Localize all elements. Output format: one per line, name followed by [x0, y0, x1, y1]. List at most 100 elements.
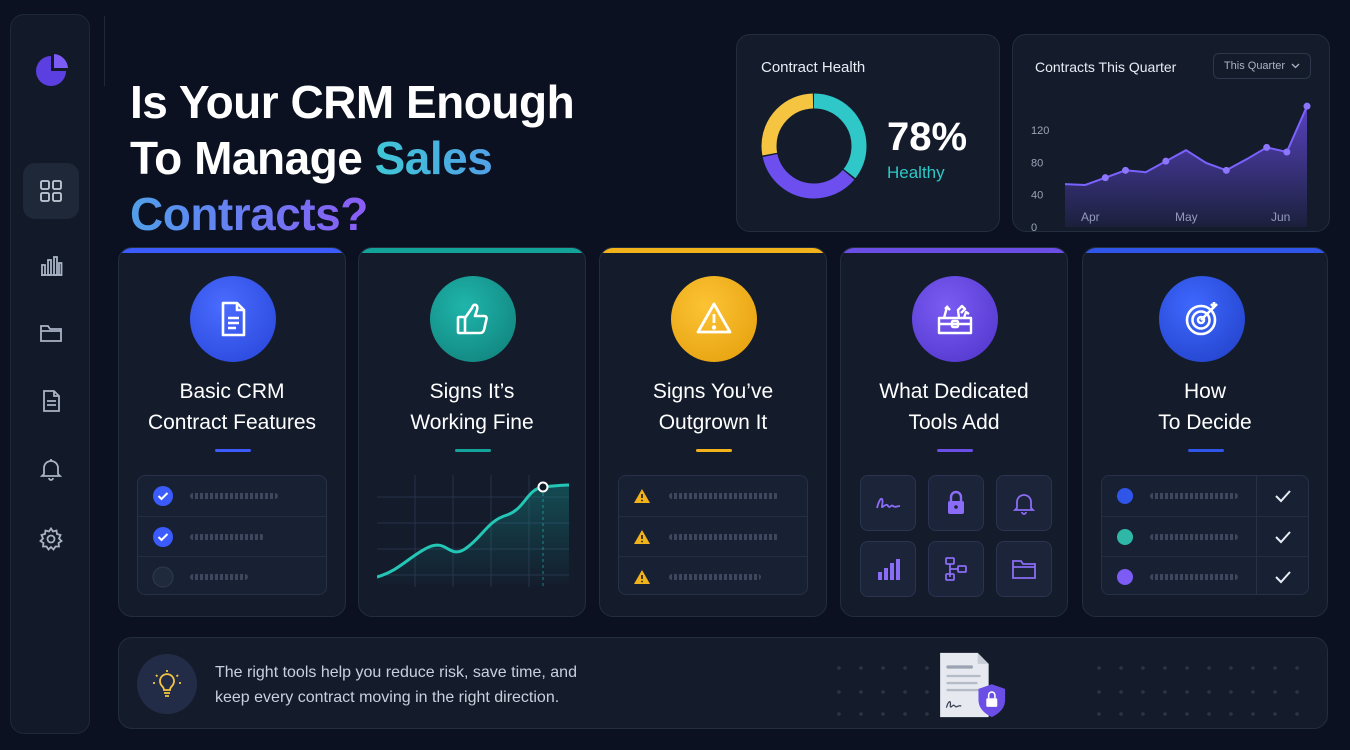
card-dedicated-tools[interactable]: What Dedicated Tools Add	[840, 247, 1068, 617]
card-underline	[1188, 449, 1224, 452]
page-headline: Is Your CRM Enough To Manage Sales Contr…	[130, 74, 730, 242]
contracts-quarter-panel: 12080400AprMayJun Contracts This Quarter…	[1012, 34, 1330, 233]
placeholder-line	[1150, 493, 1238, 499]
bar-chart-icon	[878, 559, 900, 580]
contract-health-panel: Contract Health 78% Healthy	[736, 34, 1000, 232]
gear-icon	[39, 526, 63, 551]
tool-tile-reports[interactable]	[860, 541, 916, 597]
card-icon-badge	[671, 276, 757, 362]
footer-line-2: keep every contract moving in the right …	[215, 689, 560, 706]
card-how-to-decide[interactable]: How To Decide	[1082, 247, 1328, 617]
document-icon	[43, 390, 60, 412]
folder-icon	[40, 325, 62, 342]
nav-notifications[interactable]	[23, 441, 79, 497]
card-title: Signs It’s Working Fine	[359, 376, 585, 438]
workflow-icon	[945, 557, 967, 581]
card-underline	[455, 449, 491, 452]
nav-settings[interactable]	[23, 511, 79, 567]
placeholder-line	[669, 493, 779, 499]
warning-list	[618, 475, 808, 595]
tool-tile-signature[interactable]	[860, 475, 916, 531]
data-point	[1263, 143, 1271, 151]
warning-triangle-icon	[634, 569, 650, 584]
dot-pattern-decoration	[837, 666, 1299, 716]
pie-chart-logo-icon	[36, 54, 68, 86]
list-item	[138, 516, 326, 556]
card-title: Signs You’ve Outgrown It	[600, 376, 826, 438]
area-fill	[1065, 106, 1307, 227]
feature-checklist	[137, 475, 327, 595]
sidebar	[10, 14, 90, 734]
card-underline	[696, 449, 732, 452]
donut-segment-2	[761, 93, 867, 199]
card-icon-badge	[190, 276, 276, 362]
contracts-area-chart: 12080400AprMayJun	[1031, 102, 1311, 233]
placeholder-line	[190, 573, 248, 580]
footer-banner: The right tools help you reduce risk, sa…	[118, 637, 1328, 729]
data-point	[1101, 174, 1109, 182]
card-title-line-1: Signs You’ve	[652, 380, 774, 403]
headline-highlight: Sales Contracts?	[130, 132, 493, 240]
list-item	[619, 476, 807, 516]
empty-circle-icon	[152, 566, 174, 587]
tool-tile-storage[interactable]	[996, 541, 1052, 597]
card-accent-bar	[119, 248, 345, 253]
placeholder-line	[1150, 533, 1238, 540]
card-signs-outgrown[interactable]: Signs You’ve Outgrown It	[599, 247, 827, 617]
nav-dashboard[interactable]	[23, 163, 79, 219]
card-basic-crm-features[interactable]: Basic CRM Contract Features	[118, 247, 346, 617]
signature-icon	[876, 497, 901, 509]
growth-trend-chart	[377, 475, 569, 587]
placeholder-line	[190, 533, 264, 540]
card-accent-bar	[841, 248, 1067, 253]
card-title-line-1: Signs It’s	[429, 380, 515, 403]
card-title-line-1: What Dedicated	[879, 380, 1029, 403]
footer-line-1: The right tools help you reduce risk, sa…	[215, 664, 577, 681]
tool-tile-workflow[interactable]	[928, 541, 984, 597]
headline-line-1: Is Your CRM Enough	[130, 76, 575, 128]
toolbox-icon	[937, 304, 973, 335]
target-icon	[1185, 302, 1218, 336]
donut-segment-0	[761, 93, 867, 199]
placeholder-line	[669, 573, 761, 580]
card-title-line-2: To Decide	[1158, 411, 1252, 434]
grid-icon	[40, 180, 62, 202]
check-icon	[1275, 530, 1291, 543]
check-circle-icon	[153, 526, 173, 547]
secure-document-illustration	[940, 652, 1006, 718]
card-icon-badge	[1159, 276, 1245, 362]
divider	[104, 16, 105, 86]
card-title-line-1: How	[1183, 380, 1226, 403]
card-icon-badge	[912, 276, 998, 362]
data-point	[1162, 157, 1170, 165]
nav-files[interactable]	[23, 305, 79, 361]
purple-dot-icon	[1117, 568, 1133, 585]
chevron-down-icon	[1291, 63, 1300, 69]
contract-health-title: Contract Health	[761, 59, 866, 76]
list-item	[619, 516, 807, 556]
y-tick-label: 0	[1031, 222, 1037, 233]
y-tick-label: 120	[1031, 125, 1049, 137]
bar-chart-icon	[41, 256, 63, 276]
list-item	[138, 556, 326, 596]
blue-dot-icon	[1117, 488, 1133, 504]
period-select-value: This Quarter	[1223, 60, 1286, 72]
card-title-line-2: Working Fine	[410, 411, 534, 434]
y-tick-label: 40	[1031, 190, 1043, 202]
warning-triangle-icon	[634, 489, 650, 503]
lightbulb-icon	[153, 670, 181, 697]
thumbs-up-icon	[456, 303, 488, 335]
list-item	[1102, 516, 1308, 556]
headline-plain: To Manage	[130, 132, 375, 184]
check-icon	[1275, 570, 1291, 583]
nav-contracts[interactable]	[23, 373, 79, 429]
card-signs-working-fine[interactable]: Signs It’s Working Fine	[358, 247, 586, 617]
check-icon	[1275, 490, 1291, 503]
tool-tile-alerts[interactable]	[996, 475, 1052, 531]
nav-analytics[interactable]	[23, 237, 79, 293]
list-item	[1102, 556, 1308, 596]
tool-tile-security[interactable]	[928, 475, 984, 531]
decision-checklist	[1101, 475, 1309, 595]
period-select[interactable]: This Quarter	[1213, 53, 1311, 79]
contracts-quarter-title: Contracts This Quarter	[1035, 59, 1177, 75]
